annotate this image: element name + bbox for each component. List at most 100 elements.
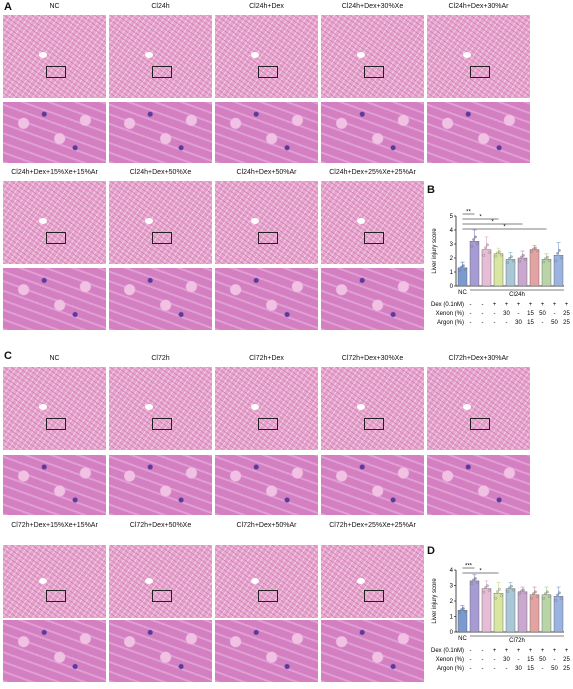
micrograph-overview <box>215 15 318 98</box>
data-point <box>506 261 510 264</box>
central-vein <box>251 218 260 225</box>
data-point <box>486 584 489 588</box>
factor-row-label: Xenon (%) <box>436 657 464 663</box>
micrograph-overview <box>321 181 424 264</box>
central-vein <box>463 404 472 411</box>
factor-value: 50 <box>551 320 558 326</box>
data-point <box>534 246 537 250</box>
data-point <box>522 254 525 257</box>
data-point <box>522 588 525 592</box>
central-vein <box>357 52 366 59</box>
factor-value: - <box>554 311 556 317</box>
central-vein <box>39 577 48 584</box>
factor-value: + <box>553 302 557 308</box>
micrograph-overview <box>3 181 106 264</box>
factor-value: + <box>541 302 545 308</box>
factor-row-label: Xenon (%) <box>436 311 464 317</box>
micrograph-caption: Cl72h+Dex+15%Xe+15%Ar <box>11 522 98 529</box>
data-point <box>559 256 563 260</box>
central-vein <box>463 52 472 59</box>
data-point <box>475 580 479 584</box>
central-vein <box>251 404 260 411</box>
micrograph-overview <box>215 181 318 264</box>
factor-value: 50 <box>539 657 546 663</box>
y-tick-label: 1 <box>450 270 454 276</box>
micrograph-overview <box>3 367 106 450</box>
factor-value: - <box>554 657 556 663</box>
micrograph-zoom <box>109 268 212 330</box>
data-point <box>458 268 462 272</box>
significance-marker: *** <box>465 564 473 570</box>
micrograph-zoom <box>321 268 424 330</box>
factor-value: + <box>553 648 557 654</box>
data-point <box>463 609 467 613</box>
data-point <box>542 596 546 600</box>
y-tick-label: 3 <box>450 242 454 248</box>
micrograph-caption: Cl72h+Dex+50%Ar <box>236 522 297 529</box>
data-point <box>520 255 523 259</box>
factor-value: 25 <box>563 666 570 672</box>
zoom-region-box <box>470 66 491 79</box>
data-point <box>498 250 501 254</box>
zoom-region-box <box>46 66 67 79</box>
y-tick-label: 0 <box>450 630 454 636</box>
data-point <box>484 586 487 589</box>
factor-row-label: Dex (0.1nM) <box>431 648 464 654</box>
panel-letter-a: A <box>4 1 12 13</box>
factor-value: + <box>505 302 509 308</box>
factor-value: - <box>482 657 484 663</box>
micrograph-zoom <box>3 455 106 515</box>
zoom-region-box <box>152 418 173 431</box>
data-point <box>460 265 463 269</box>
factor-value: 25 <box>563 657 570 663</box>
data-point <box>474 235 477 239</box>
data-point <box>494 596 498 600</box>
micrograph-zoom <box>109 620 212 682</box>
data-point <box>484 246 487 250</box>
factor-value: 15 <box>527 320 534 326</box>
factor-value: + <box>529 648 533 654</box>
data-point <box>508 256 511 260</box>
data-point <box>554 599 558 602</box>
panel-letter-c: C <box>4 350 12 362</box>
factor-row-label: Argon (%) <box>437 320 464 326</box>
micrograph-overview <box>427 367 530 450</box>
significance-marker: * <box>491 220 494 226</box>
data-point <box>547 595 551 598</box>
micrograph-caption: Cl72h+Dex+50%Xe <box>129 522 192 529</box>
significance-marker: * <box>503 225 506 231</box>
central-vein <box>357 218 366 225</box>
data-point <box>511 259 515 263</box>
data-point <box>556 251 559 255</box>
zoom-region-box <box>470 418 491 431</box>
y-tick-label: 0 <box>450 284 454 290</box>
micrograph-zoom <box>427 455 530 515</box>
data-point <box>523 258 527 261</box>
central-vein <box>39 404 48 411</box>
central-vein <box>357 404 366 411</box>
factor-value: - <box>506 666 508 672</box>
factor-value: - <box>494 657 496 663</box>
zoom-region-box <box>46 418 67 431</box>
factor-value: 50 <box>539 311 546 317</box>
zoom-region-box <box>258 66 279 79</box>
micrograph-caption: Cl72h+Dex+30%Xe <box>341 355 404 362</box>
data-point <box>511 588 515 592</box>
factor-value: - <box>482 311 484 317</box>
factor-value: - <box>494 666 496 672</box>
data-point <box>472 578 475 582</box>
micrograph-caption: NC <box>49 3 60 10</box>
micrograph-zoom <box>321 620 424 682</box>
group-label: Cl72h <box>509 638 525 644</box>
bar <box>505 588 516 633</box>
micrograph-overview <box>109 181 212 264</box>
data-point <box>472 238 475 241</box>
data-point <box>518 259 522 263</box>
micrograph-zoom <box>109 455 212 515</box>
micrograph-caption: Cl24h <box>151 3 170 10</box>
data-point <box>470 244 474 248</box>
data-point <box>530 596 534 600</box>
data-point <box>530 250 534 253</box>
factor-row-label: Argon (%) <box>437 666 464 672</box>
